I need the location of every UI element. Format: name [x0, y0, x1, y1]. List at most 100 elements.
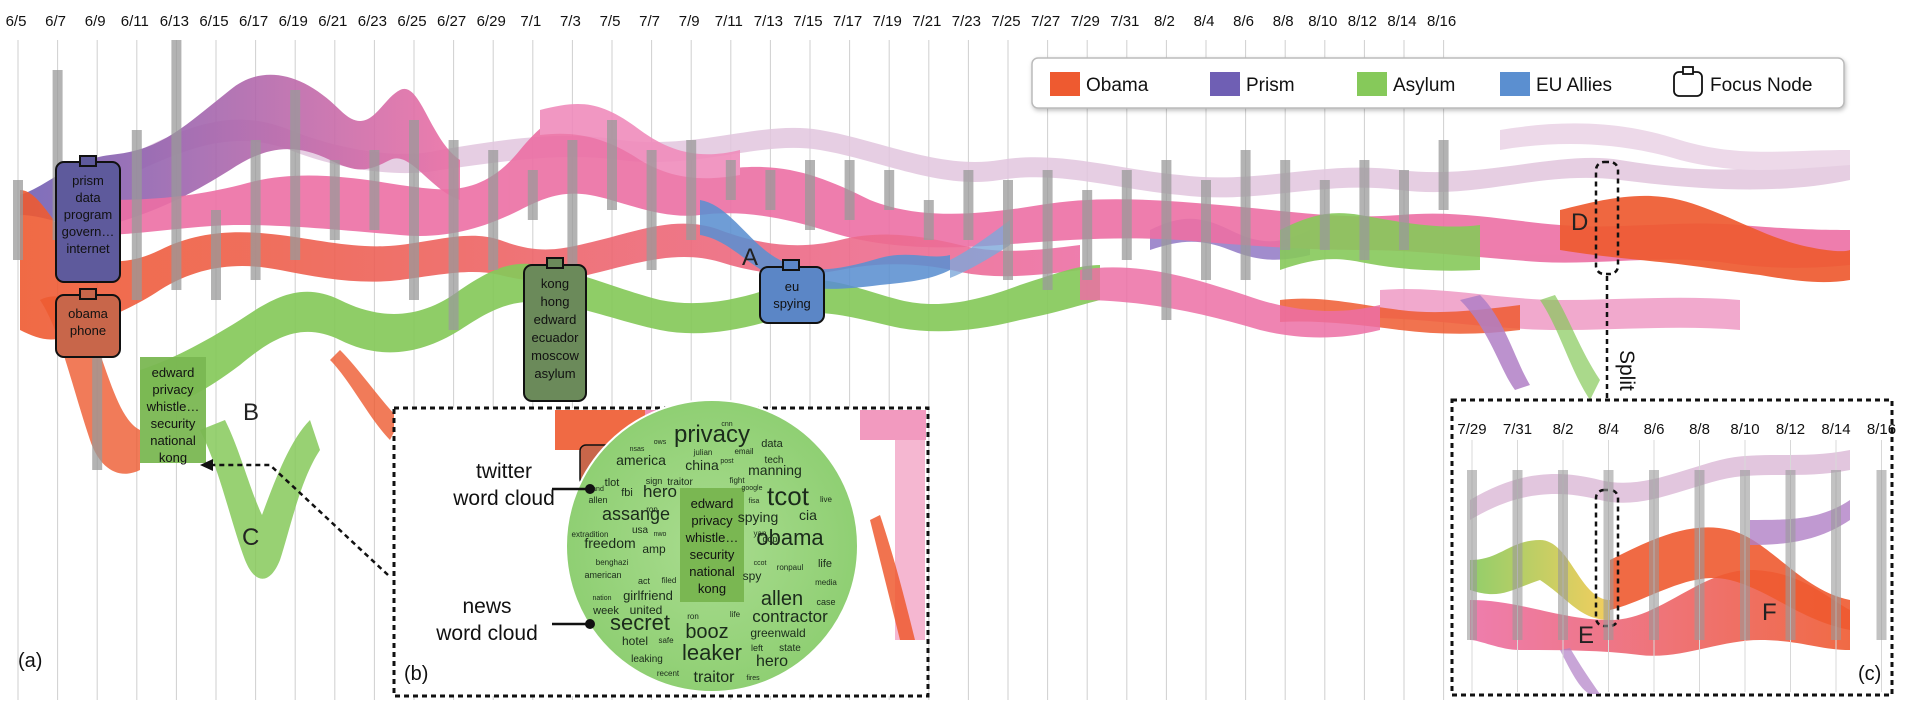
legend-label: Asylum: [1393, 75, 1455, 96]
kong-node-term: kong: [541, 276, 569, 291]
obama-node-term: phone: [70, 323, 106, 338]
twitter-label-1: twitter: [476, 460, 532, 483]
twitter-word: amp: [642, 542, 666, 556]
date-label: 8/12: [1348, 13, 1377, 30]
twitter-word: julian: [693, 448, 713, 457]
date-label: 6/21: [318, 13, 347, 30]
kong-node-term: moscow: [531, 348, 579, 363]
detail-node-term: privacy: [691, 513, 733, 528]
inset-date-label: 8/4: [1598, 421, 1619, 438]
node-bar: [92, 300, 103, 470]
node-bar: [409, 120, 419, 300]
news-word: booz: [685, 621, 728, 643]
inset-date-label: 8/6: [1644, 421, 1665, 438]
stream-asylum: [140, 213, 1600, 579]
date-label: 6/19: [279, 13, 308, 30]
kong-node-term: ecuador: [532, 330, 580, 345]
panel-label-a: (a): [18, 650, 42, 672]
news-word: leaking: [631, 654, 663, 665]
legend-focus-node-swatch: [1673, 66, 1703, 97]
date-label: 6/7: [45, 13, 66, 30]
date-label: 7/21: [912, 13, 941, 30]
news-label-2: word cloud: [435, 622, 538, 645]
news-word: nation: [592, 595, 611, 602]
twitter-word: freedom: [584, 535, 635, 551]
eu-node-term: eu: [785, 279, 799, 294]
date-label: 6/11: [121, 13, 149, 30]
node-bar: [963, 170, 974, 240]
focus-node-edward[interactable]: edward privacy whistle… security national kon…: [140, 357, 206, 465]
inset-date-label: 8/16: [1867, 421, 1896, 438]
node-bar: [725, 160, 736, 200]
node-bar: [1042, 170, 1053, 290]
node-bar: [329, 160, 340, 240]
legend-label: Obama: [1086, 75, 1149, 96]
date-label: 7/7: [639, 13, 660, 30]
focus-node-kong[interactable]: kong hong edward ecuador moscow asylum: [523, 257, 587, 402]
node-bar: [567, 140, 578, 310]
date-axis: 6/5 6/7 6/9 6/11 6/13 6/15 6/17 6/19 6/21 6/23 6/2…: [6, 13, 1457, 30]
twitter-word: ccot: [754, 560, 767, 567]
node-bars: [13, 40, 1449, 470]
inset-date-label: 8/10: [1730, 421, 1759, 438]
detail-node-term: edward: [691, 496, 734, 511]
twitter-word: post: [720, 458, 733, 465]
news-word: traitor: [694, 669, 736, 686]
legend: Obama Prism Asylum EU Allies Focus Node: [1031, 57, 1845, 109]
marker-c: C: [242, 524, 259, 551]
legend-swatch: [1050, 72, 1080, 96]
node-bar: [369, 150, 380, 230]
inset-date-label: 8/8: [1689, 421, 1710, 438]
twitter-word: traitor: [667, 477, 693, 488]
edward-node-term: national: [150, 433, 196, 448]
edward-node-term: security: [151, 416, 196, 431]
twitter-word: ows: [654, 439, 667, 446]
date-label: 6/17: [239, 13, 268, 30]
twitter-word: tech: [765, 455, 784, 466]
date-label: 6/15: [199, 13, 228, 30]
twitter-word: america: [616, 452, 666, 468]
twitter-word: tlot: [605, 477, 620, 489]
marker-a: A: [742, 244, 758, 271]
obama-node-term: obama: [68, 306, 109, 321]
prism-node-term: program: [64, 207, 112, 222]
twitter-word: data: [761, 438, 783, 450]
twitter-word: manning: [748, 462, 802, 478]
focus-node-eu[interactable]: eu spying: [759, 259, 825, 324]
focus-node-obama[interactable]: obama phone: [55, 288, 121, 358]
news-word: hotel: [622, 634, 648, 648]
node-bar: [52, 70, 63, 240]
inset-c: 7/29 7/31 8/2 8/4 8/6 8/8 8/10 8/12 8/14 8/16 E F…: [1450, 398, 1896, 697]
node-bar: [1082, 190, 1093, 280]
node-bar: [805, 160, 815, 230]
detail-node-term: kong: [698, 581, 726, 596]
news-word: hero: [756, 653, 788, 670]
twitter-word: extradition: [572, 530, 609, 539]
detail-node-term: national: [689, 564, 735, 579]
twitter-word: email: [734, 447, 753, 456]
news-word: act: [638, 576, 651, 586]
twitter-word: nsas: [630, 446, 645, 453]
date-label: 8/10: [1308, 13, 1337, 30]
edward-node-term: whistle…: [146, 399, 200, 414]
twitter-word: american: [584, 570, 621, 580]
news-word: fires: [746, 675, 760, 682]
node-bar: [1003, 180, 1013, 280]
twitter-word: fbi: [621, 487, 633, 499]
twitter-word: sign: [646, 476, 663, 486]
news-word: case: [816, 597, 835, 607]
date-label: 8/2: [1154, 13, 1175, 30]
legend-swatch: [1500, 72, 1530, 96]
news-word: girlfriend: [623, 588, 673, 603]
twitter-word: yan: [754, 529, 767, 538]
date-label: 7/9: [679, 13, 700, 30]
focus-node-prism[interactable]: prism data program govern… internet: [55, 155, 121, 283]
node-bar: [1280, 160, 1291, 250]
node-bar: [131, 130, 142, 300]
stream-pink-lower: [1080, 267, 1530, 390]
marker-b: B: [243, 399, 259, 426]
node-bar: [1161, 160, 1172, 320]
twitter-word: life: [818, 558, 832, 570]
legend-swatch: [1210, 72, 1240, 96]
